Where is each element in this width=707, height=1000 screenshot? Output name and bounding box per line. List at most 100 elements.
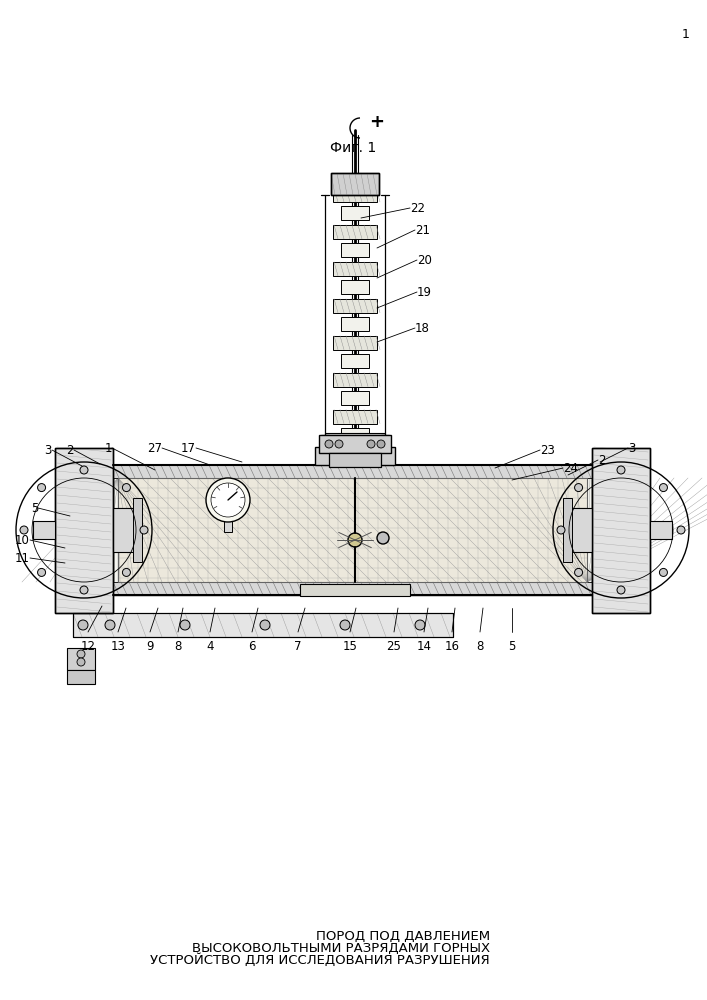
Text: 25: 25	[387, 640, 402, 653]
Text: 27: 27	[147, 442, 162, 454]
Bar	[73, 613, 453, 637]
Bar	[333, 299, 377, 313]
Bar	[67, 670, 95, 684]
Bar	[224, 516, 232, 532]
Text: +: +	[370, 113, 385, 131]
Bar	[325, 433, 385, 447]
Text: 24: 24	[563, 462, 578, 475]
Bar	[55, 448, 113, 612]
Bar	[563, 498, 572, 562]
Circle shape	[260, 620, 270, 630]
Bar	[118, 478, 587, 582]
Text: 6: 6	[248, 640, 256, 653]
Circle shape	[77, 658, 85, 666]
Text: 14: 14	[416, 640, 431, 653]
Bar	[341, 280, 369, 294]
Circle shape	[660, 568, 667, 576]
Circle shape	[340, 620, 350, 630]
Circle shape	[80, 466, 88, 474]
Text: 5: 5	[30, 502, 38, 514]
Bar	[331, 173, 379, 195]
Bar	[55, 448, 113, 612]
Text: 12: 12	[81, 640, 95, 653]
Circle shape	[140, 526, 148, 534]
Bar	[341, 206, 369, 220]
Circle shape	[180, 620, 190, 630]
Circle shape	[105, 620, 115, 630]
Bar	[133, 498, 142, 562]
Bar	[341, 428, 369, 442]
Text: 8: 8	[175, 640, 182, 653]
Bar	[113, 508, 135, 552]
Circle shape	[575, 568, 583, 576]
Text: 1: 1	[105, 442, 112, 454]
Text: 18: 18	[415, 322, 430, 334]
Bar	[315, 447, 395, 465]
Bar	[592, 448, 650, 612]
Text: 5: 5	[508, 640, 515, 653]
Text: 19: 19	[417, 286, 432, 298]
Bar	[650, 521, 672, 539]
Text: 22: 22	[410, 202, 425, 215]
Bar	[341, 354, 369, 368]
Bar	[113, 582, 592, 595]
Text: 16: 16	[445, 640, 460, 653]
Text: 17: 17	[181, 442, 196, 454]
Text: ПОРОД ПОД ДАВЛЕНИЕМ: ПОРОД ПОД ДАВЛЕНИЕМ	[316, 930, 490, 942]
Circle shape	[80, 586, 88, 594]
Text: 4: 4	[206, 640, 214, 653]
Bar	[570, 508, 592, 552]
Bar	[341, 317, 369, 331]
Bar	[333, 225, 377, 239]
Bar	[319, 435, 391, 453]
Bar	[333, 188, 377, 202]
Circle shape	[37, 568, 45, 576]
Circle shape	[617, 466, 625, 474]
Circle shape	[211, 483, 245, 517]
Bar	[331, 173, 379, 195]
Circle shape	[20, 526, 28, 534]
Bar	[300, 584, 410, 596]
Text: 1: 1	[682, 28, 690, 41]
Bar	[341, 243, 369, 257]
Bar	[333, 410, 377, 424]
Text: 13: 13	[110, 640, 125, 653]
Circle shape	[122, 568, 130, 576]
Circle shape	[617, 586, 625, 594]
Text: 3: 3	[45, 444, 52, 456]
Bar	[73, 613, 453, 637]
Text: 23: 23	[540, 444, 555, 456]
Circle shape	[37, 484, 45, 492]
Bar	[33, 521, 55, 539]
Text: 10: 10	[15, 534, 30, 546]
Circle shape	[122, 484, 130, 492]
Circle shape	[348, 533, 362, 547]
Circle shape	[677, 526, 685, 534]
Bar	[113, 465, 592, 478]
Bar	[333, 262, 377, 276]
Circle shape	[575, 484, 583, 492]
Text: 15: 15	[343, 640, 358, 653]
Bar	[592, 448, 650, 612]
Bar	[118, 478, 587, 582]
Text: 3: 3	[628, 442, 636, 454]
Text: УСТРОЙСТВО ДЛЯ ИССЛЕДОВАНИЯ РАЗРУШЕНИЯ: УСТРОЙСТВО ДЛЯ ИССЛЕДОВАНИЯ РАЗРУШЕНИЯ	[151, 953, 490, 967]
Bar	[333, 336, 377, 350]
Circle shape	[335, 440, 343, 448]
Text: Фиг. 1: Фиг. 1	[330, 141, 376, 155]
Circle shape	[78, 620, 88, 630]
Circle shape	[557, 526, 565, 534]
Bar	[341, 391, 369, 405]
Circle shape	[415, 620, 425, 630]
Bar	[113, 465, 592, 595]
Circle shape	[660, 484, 667, 492]
Bar	[329, 453, 381, 467]
Text: 9: 9	[146, 640, 153, 653]
Text: 11: 11	[15, 552, 30, 564]
Text: 7: 7	[294, 640, 302, 653]
Text: 2: 2	[598, 454, 605, 466]
Text: 2: 2	[66, 444, 74, 456]
Text: ВЫСОКОВОЛЬТНЫМИ РАЗРЯДАМИ ГОРНЫХ: ВЫСОКОВОЛЬТНЫМИ РАЗРЯДАМИ ГОРНЫХ	[192, 942, 490, 954]
Circle shape	[367, 440, 375, 448]
Text: 21: 21	[415, 224, 430, 236]
